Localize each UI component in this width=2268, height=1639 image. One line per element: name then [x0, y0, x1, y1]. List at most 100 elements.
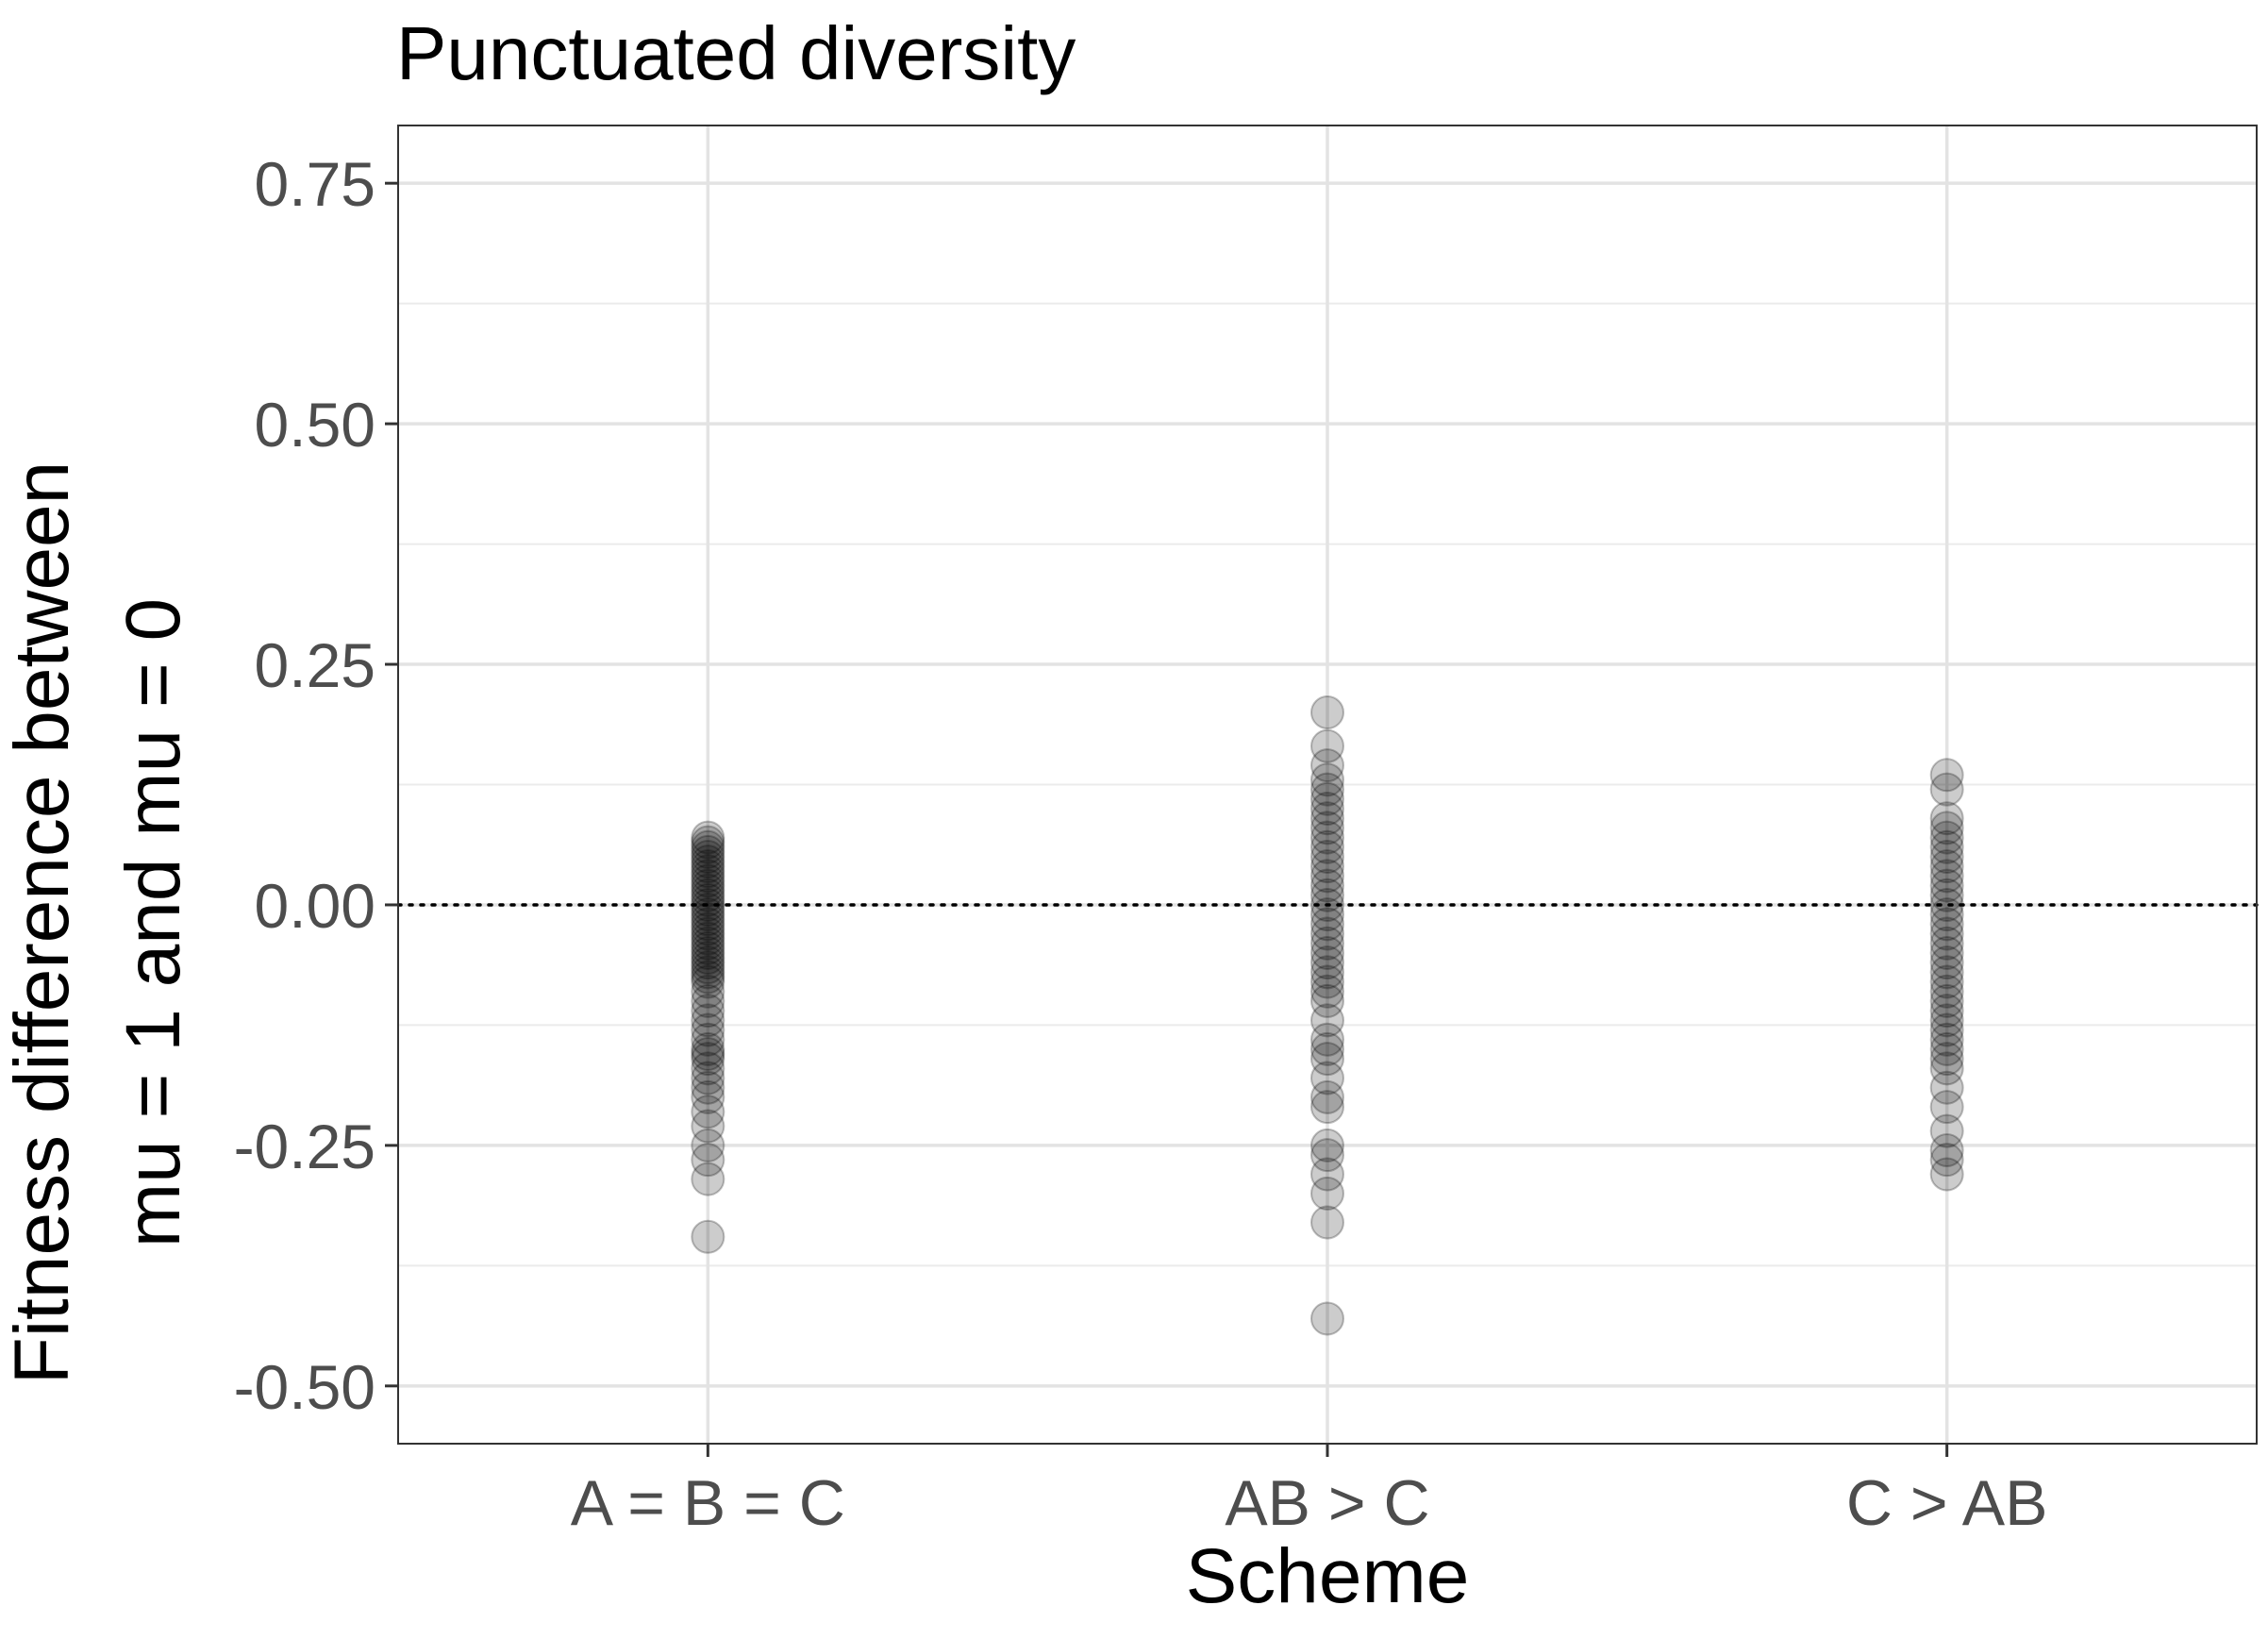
data-point: [1310, 1301, 1344, 1336]
data-point: [691, 878, 725, 912]
data-point: [1929, 916, 1964, 951]
data-point: [691, 941, 725, 976]
data-point: [1310, 839, 1344, 874]
y-tick-label: 0.00: [255, 871, 375, 941]
data-point: [1310, 1176, 1344, 1211]
data-point: [1929, 935, 1964, 970]
data-point: [691, 1012, 725, 1047]
data-point: [691, 1031, 725, 1066]
data-point: [1929, 758, 1964, 793]
data-point: [1929, 1113, 1964, 1148]
x-tick-label: C > AB: [1846, 1467, 2048, 1539]
data-point: [691, 1143, 725, 1178]
data-point: [691, 1022, 725, 1057]
x-axis-ticks: A = B = C AB > C C > AB: [571, 1444, 2048, 1539]
y-axis-label-line-2: mu = 1 and mu = 0: [110, 598, 196, 1247]
data-point: [1310, 829, 1344, 864]
data-point: [691, 873, 725, 908]
data-point: [1310, 772, 1344, 807]
data-point: [1929, 1070, 1964, 1105]
data-point: [691, 882, 725, 917]
data-point: [1310, 811, 1344, 845]
data-point: [691, 829, 725, 864]
data-point: [1929, 1042, 1964, 1077]
y-tick-label: 0.25: [255, 630, 375, 700]
data-point: [1929, 878, 1964, 912]
data-point: [1929, 868, 1964, 903]
data-point: [1310, 748, 1344, 783]
data-point: [1929, 926, 1964, 961]
data-point: [691, 863, 725, 898]
data-point: [1310, 1042, 1344, 1077]
data-point: [1310, 887, 1344, 922]
data-point: [691, 839, 725, 874]
data-point: [1929, 859, 1964, 894]
data-point: [1310, 945, 1344, 980]
data-point: [1929, 1022, 1964, 1057]
data-point: [691, 845, 725, 879]
x-tick-label: A = B = C: [571, 1467, 845, 1539]
data-point: [1929, 820, 1964, 855]
data-point: [691, 1003, 725, 1038]
data-point: [1310, 955, 1344, 990]
data-point: [1929, 772, 1964, 807]
data-point: [691, 1042, 725, 1077]
data-point: [691, 834, 725, 869]
data-point: [1310, 983, 1344, 1018]
data-point: [1310, 801, 1344, 836]
data-point: [1929, 897, 1964, 932]
data-point: [1929, 829, 1964, 864]
data-point: [1929, 1031, 1964, 1066]
data-point: [1310, 974, 1344, 1009]
data-point: [1310, 1061, 1344, 1095]
data-point: [1929, 839, 1964, 874]
data-point: [1310, 1205, 1344, 1240]
data-point: [1929, 955, 1964, 990]
data-point: [1310, 1128, 1344, 1162]
data-point: [691, 1061, 725, 1095]
data-point: [691, 950, 725, 985]
data-point: [691, 911, 725, 946]
data-point: [1310, 728, 1344, 763]
data-point: [1310, 926, 1344, 961]
data-point: [1310, 878, 1344, 912]
data-point: [691, 1109, 725, 1144]
data-point: [1310, 1079, 1344, 1114]
data-point: [1310, 964, 1344, 999]
data-point: [1929, 1132, 1964, 1167]
data-point: [691, 897, 725, 932]
data-point: [1310, 849, 1344, 884]
data-point: [691, 1219, 725, 1254]
data-point: [691, 868, 725, 903]
data-point: [691, 916, 725, 951]
data-point: [1929, 907, 1964, 942]
data-point: [1929, 964, 1964, 999]
data-point: [691, 921, 725, 956]
data-point: [691, 994, 725, 1029]
data-point: [691, 902, 725, 937]
data-point: [691, 1037, 725, 1072]
data-point: [1929, 801, 1964, 836]
data-point: [1929, 811, 1964, 845]
data-point: [691, 887, 725, 922]
data-point: [691, 926, 725, 961]
data-point: [1310, 935, 1344, 970]
y-axis-ticks: -0.50 -0.25 0.00 0.25 0.50 0.75: [234, 149, 398, 1422]
data-point: [691, 1079, 725, 1114]
data-point: [691, 945, 725, 980]
data-point: [1310, 1138, 1344, 1173]
data-point: [1310, 820, 1344, 855]
data-point: [1310, 1090, 1344, 1125]
data-point: [1929, 1157, 1964, 1192]
data-points: [691, 695, 1964, 1336]
data-point: [1929, 1143, 1964, 1178]
data-point: [691, 1051, 725, 1086]
y-tick-label: -0.50: [234, 1352, 375, 1422]
data-point: [1310, 868, 1344, 903]
data-point: [691, 1070, 725, 1105]
data-point: [1929, 974, 1964, 1009]
data-point: [1310, 695, 1344, 730]
data-point: [1310, 1003, 1344, 1038]
data-point: [691, 974, 725, 1009]
data-point: [1929, 1090, 1964, 1125]
